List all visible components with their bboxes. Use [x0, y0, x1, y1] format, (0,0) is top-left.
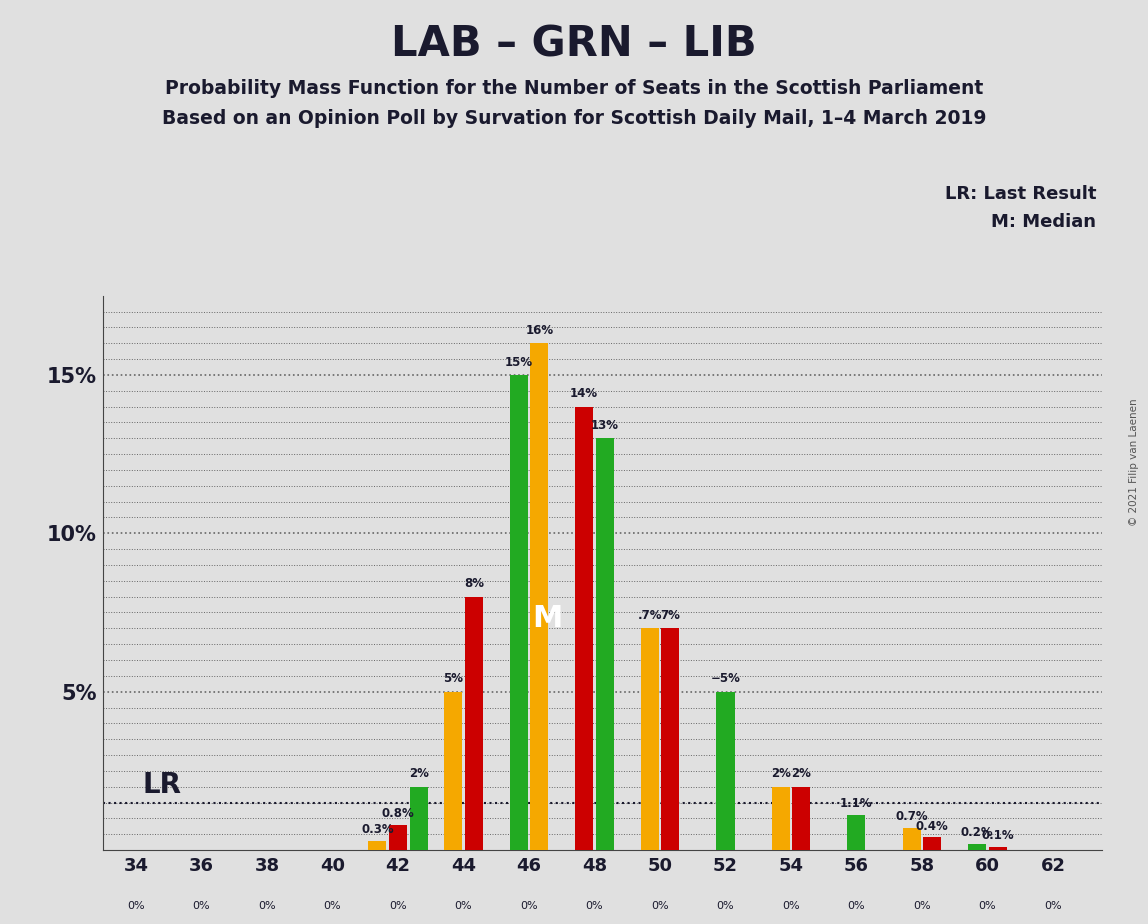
Text: 0.1%: 0.1% [982, 829, 1014, 842]
Text: © 2021 Filip van Laenen: © 2021 Filip van Laenen [1130, 398, 1139, 526]
Text: 13%: 13% [591, 419, 619, 432]
Text: −5%: −5% [711, 673, 740, 686]
Text: 2%: 2% [409, 768, 428, 781]
Text: M: M [532, 604, 563, 633]
Bar [465, 597, 483, 850]
Text: 14%: 14% [571, 387, 598, 400]
Text: 0%: 0% [782, 901, 800, 911]
Text: LAB – GRN – LIB: LAB – GRN – LIB [391, 23, 757, 65]
Bar [575, 407, 594, 850]
Text: 0.8%: 0.8% [381, 807, 414, 820]
Text: 0%: 0% [978, 901, 996, 911]
Text: 0%: 0% [847, 901, 866, 911]
Text: LR: Last Result: LR: Last Result [945, 185, 1096, 202]
Text: Probability Mass Function for the Number of Seats in the Scottish Parliament: Probability Mass Function for the Number… [165, 79, 983, 98]
Text: 8%: 8% [464, 578, 483, 590]
Text: 0%: 0% [585, 901, 604, 911]
Text: Based on an Opinion Poll by Survation for Scottish Daily Mail, 1–4 March 2019: Based on an Opinion Poll by Survation fo… [162, 109, 986, 128]
Bar [847, 815, 866, 850]
Text: 0.7%: 0.7% [895, 810, 928, 823]
Text: 0%: 0% [913, 901, 931, 911]
Bar [641, 628, 659, 850]
Bar [530, 343, 549, 850]
Text: 1.1%: 1.1% [840, 797, 872, 810]
Bar [410, 786, 428, 850]
Bar [902, 828, 921, 850]
Text: 0%: 0% [127, 901, 145, 911]
Bar [771, 786, 790, 850]
Text: 0%: 0% [258, 901, 276, 911]
Text: 0%: 0% [1045, 901, 1062, 911]
Bar [596, 438, 614, 850]
Text: 15%: 15% [505, 356, 533, 369]
Text: 7%: 7% [660, 609, 681, 622]
Bar [510, 375, 528, 850]
Bar [988, 847, 1007, 850]
Text: 0%: 0% [651, 901, 669, 911]
Text: 16%: 16% [526, 324, 553, 337]
Text: 5%: 5% [443, 673, 463, 686]
Bar [444, 692, 463, 850]
Text: 0.2%: 0.2% [961, 826, 993, 839]
Text: 0%: 0% [455, 901, 472, 911]
Text: LR: LR [142, 771, 181, 798]
Text: 0%: 0% [520, 901, 537, 911]
Text: 0.4%: 0.4% [916, 820, 948, 833]
Text: 2%: 2% [770, 768, 791, 781]
Text: 0%: 0% [716, 901, 735, 911]
Bar [369, 841, 387, 850]
Text: 0%: 0% [389, 901, 406, 911]
Bar [923, 837, 941, 850]
Text: 0%: 0% [193, 901, 210, 911]
Bar [661, 628, 680, 850]
Bar [716, 692, 735, 850]
Text: 2%: 2% [791, 768, 812, 781]
Text: .7%: .7% [637, 609, 662, 622]
Bar [968, 844, 986, 850]
Bar [389, 825, 408, 850]
Text: M: Median: M: Median [992, 213, 1096, 230]
Bar [792, 786, 810, 850]
Text: 0%: 0% [324, 901, 341, 911]
Text: 0.3%: 0.3% [362, 823, 394, 836]
